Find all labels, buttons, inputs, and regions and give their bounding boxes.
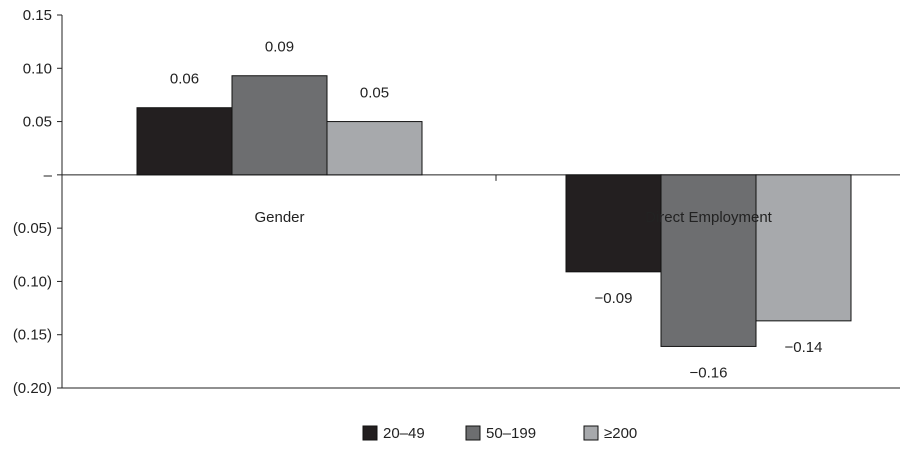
bar [755, 174, 852, 322]
y-tick-label: (0.20) [13, 380, 52, 397]
y-tick-label: – [44, 167, 53, 184]
bar [326, 121, 423, 176]
legend-swatch [362, 425, 378, 441]
data-label: −0.14 [785, 339, 823, 356]
y-tick-label: (0.15) [13, 327, 52, 344]
y-tick-label: 0.10 [23, 60, 52, 77]
data-label: −0.16 [690, 364, 728, 381]
y-tick-label: 0.05 [23, 114, 52, 131]
y-tick-label: (0.05) [13, 220, 52, 237]
y-tick-label: (0.10) [13, 273, 52, 290]
bar [660, 174, 757, 347]
data-label: 0.06 [170, 71, 199, 88]
bar [565, 174, 662, 273]
legend-swatch [465, 425, 481, 441]
bar [231, 75, 328, 176]
bar [136, 107, 233, 176]
category-label: Gender [254, 209, 304, 226]
legend: 20–49 50–199 ≥200 [362, 425, 637, 442]
plot-area: 0.15 0.10 0.05 – (0.05) (0.10) (0.15) (0.20) 0.… [13, 7, 900, 397]
legend-label: ≥200 [604, 425, 637, 442]
legend-label: 20–49 [383, 425, 425, 442]
category-labels: Gender Direct Employment [254, 209, 772, 226]
data-labels: 0.06 0.09 0.05 −0.09 −0.16 −0.14 [170, 39, 823, 382]
data-label: 0.05 [360, 85, 389, 102]
y-axis-ticks: 0.15 0.10 0.05 – (0.05) (0.10) (0.15) (0.20) [13, 7, 62, 397]
category-label: Direct Employment [645, 209, 773, 226]
legend-label: 50–199 [486, 425, 536, 442]
data-label: 0.09 [265, 39, 294, 56]
data-label: −0.09 [595, 290, 633, 307]
legend-swatch [583, 425, 599, 441]
y-tick-label: 0.15 [23, 7, 52, 24]
bars [136, 75, 852, 347]
